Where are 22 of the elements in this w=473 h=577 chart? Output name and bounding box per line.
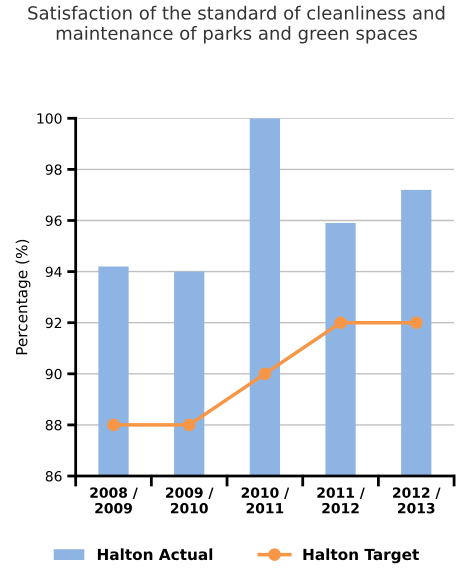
x-tick-label: 2010 / 2011	[242, 487, 290, 514]
x-tick-label: 2008 / 2009	[90, 487, 138, 514]
point	[410, 316, 422, 329]
y-tick-label: 94	[46, 266, 62, 278]
y-tick-label: 92	[46, 318, 62, 328]
point	[107, 418, 120, 432]
point	[334, 316, 347, 329]
y-tick-label: 90	[46, 368, 62, 380]
legend-label: Halton Actual	[98, 548, 212, 560]
point	[182, 418, 196, 432]
y-axis-title: Percentage (%)	[16, 240, 30, 354]
y-tick-label: 100	[38, 113, 62, 124]
x-tick-label: 2009 / 2010	[166, 487, 214, 514]
y-tick-label: 98	[46, 164, 62, 175]
y-tick-label: 96	[46, 215, 62, 226]
y-tick-label: 86	[46, 470, 62, 482]
x-tick-label: 2011 / 2012	[317, 487, 365, 514]
legend-label: Halton Target	[303, 548, 419, 564]
point	[258, 368, 272, 380]
y-tick-label: 88	[46, 420, 62, 430]
x-tick-label: 2012 / 2013	[393, 487, 441, 514]
chart-title: Satisfaction of the standard of cleanliness and maintenance of parks and green spaces	[28, 6, 444, 44]
